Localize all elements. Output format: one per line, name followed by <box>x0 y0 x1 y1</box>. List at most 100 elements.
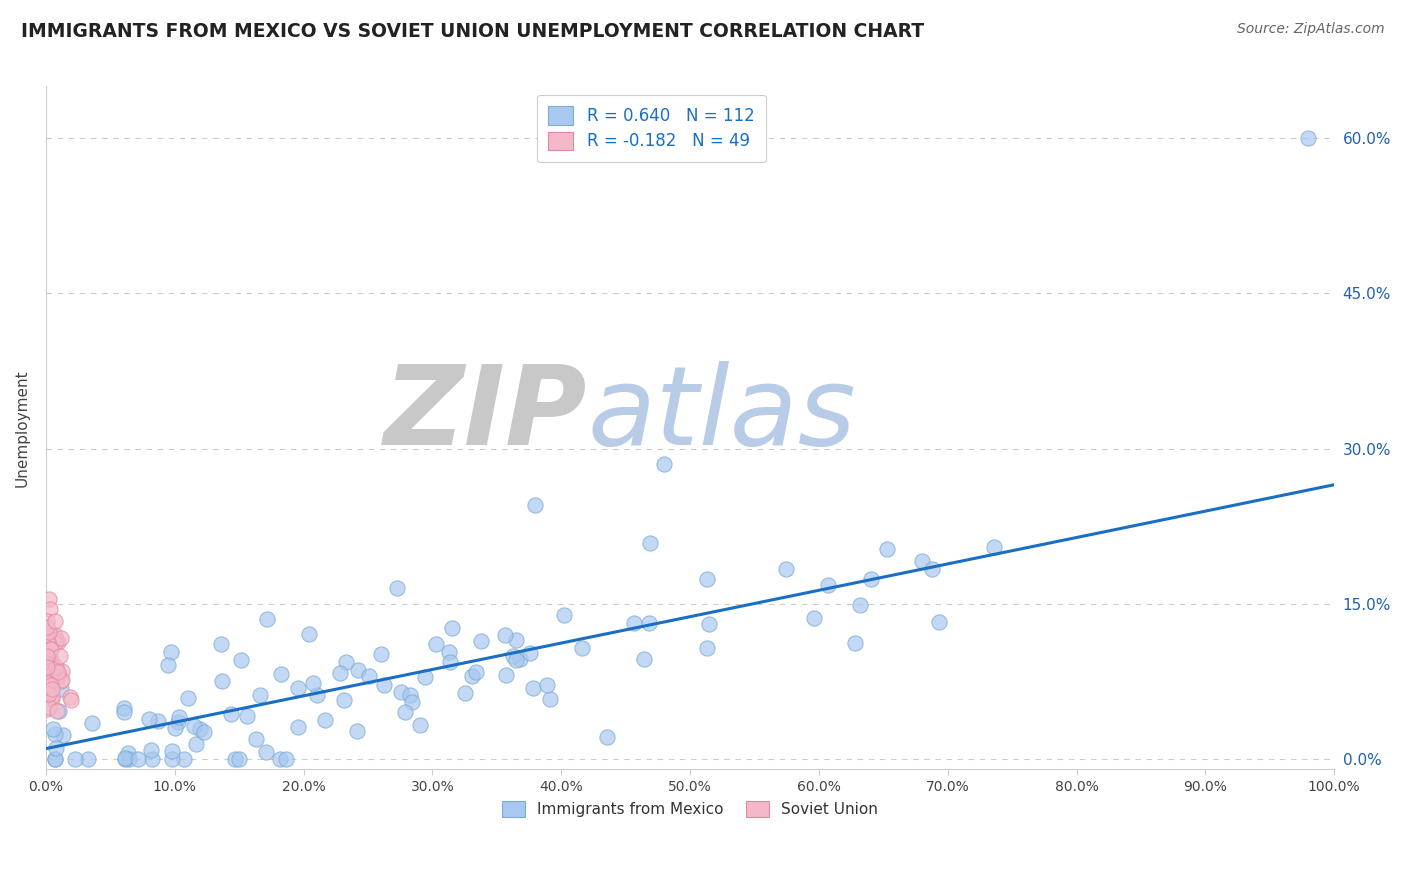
Point <box>38 669 60 683</box>
Point <box>454 686 477 700</box>
Point <box>46 704 69 718</box>
Point <box>911 554 934 568</box>
Point <box>502 648 524 663</box>
Point <box>117 746 139 760</box>
Legend: Immigrants from Mexico, Soviet Union: Immigrants from Mexico, Soviet Union <box>496 795 884 823</box>
Point <box>146 714 169 729</box>
Point <box>775 562 797 576</box>
Point <box>37 640 59 654</box>
Point <box>35 684 58 698</box>
Point <box>35 628 58 642</box>
Point <box>37 624 59 638</box>
Point <box>45 632 67 647</box>
Point <box>49 681 72 696</box>
Point <box>44 628 66 642</box>
Point <box>817 578 839 592</box>
Point <box>335 655 357 669</box>
Point <box>41 682 63 697</box>
Point <box>39 642 62 657</box>
Point <box>270 667 292 681</box>
Point <box>425 637 447 651</box>
Point <box>63 752 86 766</box>
Point <box>127 752 149 766</box>
Point <box>696 572 718 586</box>
Point <box>160 744 183 758</box>
Point <box>38 624 60 639</box>
Point <box>385 581 408 595</box>
Point <box>249 689 271 703</box>
Point <box>49 631 72 645</box>
Point <box>39 642 62 657</box>
Point <box>38 688 60 702</box>
Point <box>254 745 277 759</box>
Point <box>35 660 58 674</box>
Point <box>112 700 135 714</box>
Point <box>638 615 661 630</box>
Point <box>373 678 395 692</box>
Point <box>522 681 544 695</box>
Point <box>59 690 82 704</box>
Point <box>139 743 162 757</box>
Point <box>398 688 420 702</box>
Point <box>46 665 69 679</box>
Point <box>859 572 882 586</box>
Point <box>49 673 72 688</box>
Point <box>156 658 179 673</box>
Point <box>519 646 541 660</box>
Point <box>35 649 58 664</box>
Point <box>77 752 100 766</box>
Point <box>638 536 661 550</box>
Point <box>553 607 575 622</box>
Point <box>37 635 59 649</box>
Point <box>44 636 66 650</box>
Text: ZIP: ZIP <box>384 360 588 467</box>
Point <box>329 666 352 681</box>
Point <box>347 663 370 677</box>
Point <box>876 542 898 557</box>
Point <box>42 664 65 678</box>
Point <box>167 714 190 729</box>
Point <box>314 713 336 727</box>
Point <box>256 612 278 626</box>
Point <box>38 649 60 664</box>
Point <box>39 644 62 658</box>
Point <box>114 751 136 765</box>
Text: IMMIGRANTS FROM MEXICO VS SOVIET UNION UNEMPLOYMENT CORRELATION CHART: IMMIGRANTS FROM MEXICO VS SOVIET UNION U… <box>21 22 924 41</box>
Point <box>37 680 59 694</box>
Point <box>193 724 215 739</box>
Point <box>298 627 321 641</box>
Point <box>346 723 368 738</box>
Point <box>928 615 950 629</box>
Point <box>141 752 163 766</box>
Point <box>505 653 527 667</box>
Point <box>287 681 309 695</box>
Point <box>652 457 675 471</box>
Point <box>44 752 66 766</box>
Point <box>51 664 73 678</box>
Point <box>38 591 60 606</box>
Point <box>229 653 252 667</box>
Text: Source: ZipAtlas.com: Source: ZipAtlas.com <box>1237 22 1385 37</box>
Point <box>44 752 66 766</box>
Point <box>44 727 66 741</box>
Point <box>39 658 62 673</box>
Y-axis label: Unemployment: Unemployment <box>15 369 30 487</box>
Point <box>441 621 464 635</box>
Point <box>461 669 484 683</box>
Point <box>274 752 297 766</box>
Point <box>394 705 416 719</box>
Point <box>439 655 461 669</box>
Point <box>112 705 135 719</box>
Point <box>803 611 825 625</box>
Point <box>509 652 531 666</box>
Point <box>415 670 437 684</box>
Point <box>495 668 517 682</box>
Point <box>183 719 205 733</box>
Point <box>359 668 381 682</box>
Point <box>49 649 72 664</box>
Point <box>301 676 323 690</box>
Point <box>167 709 190 723</box>
Point <box>596 730 619 744</box>
Point <box>211 673 233 688</box>
Point <box>59 693 82 707</box>
